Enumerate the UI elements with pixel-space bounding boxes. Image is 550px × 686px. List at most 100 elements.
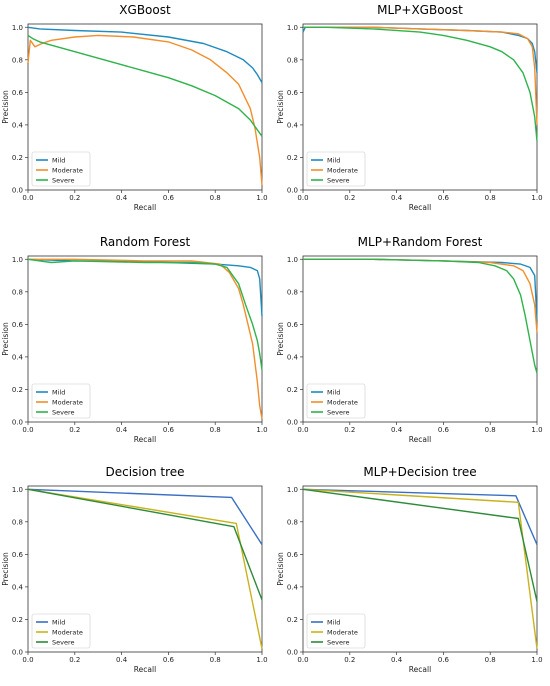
legend-label-severe: Severe	[52, 638, 75, 646]
y-tick-label: 0.0	[12, 649, 23, 657]
legend-label-moderate: Moderate	[52, 166, 83, 174]
chart-panel-decision-tree: Decision tree 0.0 0.2 0.4 0.6 0.8 1.0 0.0 0.2 0.4…	[0, 462, 275, 686]
y-tick-label: 0.6	[287, 89, 299, 97]
x-tick-label: 1.0	[256, 194, 267, 202]
y-tick-label: 0.6	[287, 551, 299, 559]
chart-title: XGBoost	[119, 3, 171, 17]
y-tick-label: 0.4	[287, 121, 299, 129]
x-tick-label: 0.6	[163, 194, 175, 202]
series-line-moderate	[28, 258, 263, 419]
x-axis-label: Recall	[409, 203, 431, 212]
y-axis-label: Precision	[276, 322, 285, 356]
y-tick-label: 0.8	[12, 518, 23, 526]
y-tick-label: 0.4	[12, 121, 24, 129]
x-tick-label: 0.0	[22, 426, 33, 434]
y-tick-label: 0.8	[287, 288, 298, 296]
y-tick-label: 0.0	[12, 187, 23, 195]
series-line-moderate	[27, 488, 263, 649]
x-tick-label: 0.8	[210, 656, 221, 664]
x-tick-label: 0.8	[210, 194, 221, 202]
chart-title: MLP+XGBoost	[377, 3, 463, 17]
y-tick-label: 0.2	[12, 154, 23, 162]
x-tick-label: 0.0	[297, 426, 308, 434]
series-line-moderate	[303, 26, 538, 125]
x-tick-label: 0.4	[116, 194, 128, 202]
x-tick-label: 0.4	[391, 656, 403, 664]
y-tick-label: 0.2	[12, 386, 23, 394]
y-tick-label: 0.6	[12, 89, 24, 97]
chart-svg: Random Forest 0.0 0.2 0.4 0.6 0.8 1.0 0.0 0.2 0.4…	[1, 235, 268, 444]
plot-frame	[302, 485, 538, 653]
series-line-severe	[302, 488, 538, 602]
x-tick-label: 1.0	[256, 426, 267, 434]
y-tick-label: 1.0	[12, 256, 23, 264]
y-tick-label: 0.0	[287, 187, 298, 195]
chart-svg: MLP+Random Forest 0.0 0.2 0.4 0.6 0.8 1.0 0.0 0.…	[276, 235, 543, 444]
x-tick-label: 0.6	[438, 426, 450, 434]
legend-label-moderate: Moderate	[52, 398, 83, 406]
x-tick-label: 0.8	[485, 194, 496, 202]
legend-label-severe: Severe	[327, 638, 350, 646]
y-tick-label: 0.2	[287, 154, 298, 162]
x-axis-label: Recall	[134, 203, 156, 212]
y-tick-label: 0.4	[12, 583, 24, 591]
plot-frame	[302, 23, 538, 191]
x-tick-label: 0.2	[69, 656, 80, 664]
y-tick-label: 1.0	[287, 486, 298, 494]
chart-svg: MLP+Decision tree 0.0 0.2 0.4 0.6 0.8 1.0 0.0 0.…	[276, 465, 543, 674]
chart-title: MLP+Decision tree	[363, 465, 476, 479]
legend-label-severe: Severe	[52, 176, 75, 184]
y-tick-label: 0.0	[12, 419, 23, 427]
legend-label-severe: Severe	[52, 408, 75, 416]
x-tick-label: 0.2	[69, 426, 80, 434]
x-tick-label: 0.8	[485, 656, 496, 664]
x-tick-label: 0.0	[22, 194, 33, 202]
y-tick-label: 0.2	[287, 386, 298, 394]
y-tick-label: 0.2	[12, 616, 23, 624]
y-tick-label: 0.4	[287, 353, 299, 361]
legend-label-moderate: Moderate	[52, 628, 83, 636]
y-tick-label: 0.8	[287, 56, 298, 64]
y-axis-label: Precision	[1, 90, 10, 124]
plot-frame	[302, 255, 538, 423]
y-tick-label: 0.8	[287, 518, 298, 526]
chart-title: MLP+Random Forest	[358, 235, 483, 249]
legend-label-mild: Mild	[327, 388, 340, 396]
y-axis-label: Precision	[276, 552, 285, 586]
series-line-severe	[27, 34, 263, 137]
x-tick-label: 0.6	[163, 426, 175, 434]
x-tick-label: 0.8	[485, 426, 496, 434]
chart-panel-random-forest: Random Forest 0.0 0.2 0.4 0.6 0.8 1.0 0.0 0.2 0.4…	[0, 232, 275, 456]
x-tick-label: 0.8	[210, 426, 221, 434]
legend-label-mild: Mild	[52, 388, 65, 396]
x-axis-label: Recall	[134, 435, 156, 444]
series-line-mild	[27, 26, 263, 83]
series-line-severe	[303, 258, 538, 374]
plot-frame	[27, 23, 263, 191]
y-tick-label: 0.0	[287, 419, 298, 427]
chart-svg: XGBoost 0.0 0.2 0.4 0.6 0.8 1.0 0.0 0.2 0.4 0.6 0.8…	[1, 3, 268, 212]
series-line-severe	[303, 26, 538, 142]
x-axis-label: Recall	[134, 665, 156, 674]
x-tick-label: 0.0	[297, 656, 308, 664]
x-tick-label: 0.2	[344, 426, 355, 434]
series-line-moderate	[303, 258, 538, 333]
series-line-moderate	[27, 34, 263, 186]
x-tick-label: 0.6	[438, 194, 450, 202]
y-axis-label: Precision	[1, 322, 10, 356]
y-tick-label: 0.8	[12, 288, 23, 296]
x-axis-label: Recall	[409, 435, 431, 444]
legend-label-moderate: Moderate	[327, 166, 358, 174]
y-tick-label: 1.0	[12, 24, 23, 32]
legend-label-severe: Severe	[327, 176, 350, 184]
plot-frame	[27, 485, 263, 653]
y-tick-label: 0.2	[287, 616, 298, 624]
legend-label-severe: Severe	[327, 408, 350, 416]
series-line-mild	[27, 488, 263, 545]
chart-title: Random Forest	[100, 235, 191, 249]
legend-label-mild: Mild	[327, 618, 340, 626]
x-tick-label: 0.6	[163, 656, 175, 664]
chart-panel-mlp-random-forest: MLP+Random Forest 0.0 0.2 0.4 0.6 0.8 1.0 0.0 0.…	[275, 232, 550, 456]
y-tick-label: 1.0	[287, 256, 298, 264]
x-tick-label: 0.2	[69, 194, 80, 202]
